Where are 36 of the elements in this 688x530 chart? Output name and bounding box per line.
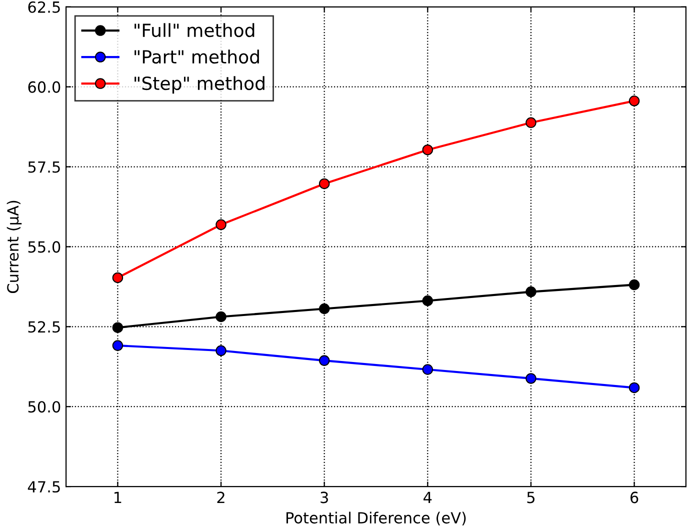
x-tick-label: 1: [114, 492, 122, 504]
point: [318, 178, 330, 190]
legend-label: "Part" method: [134, 50, 259, 64]
point: [112, 340, 124, 351]
x-axis-title: Potential Diference (eV): [286, 512, 466, 526]
point: [628, 279, 640, 290]
point: [216, 311, 226, 322]
point: [112, 322, 124, 333]
point: [112, 272, 124, 284]
point: [628, 96, 640, 106]
point: [526, 286, 536, 298]
legend-label: "Step" method: [134, 76, 264, 94]
x-tick-label: 2: [217, 492, 224, 504]
point: [526, 373, 536, 384]
x-tick-label: 3: [320, 492, 328, 504]
y-tick-label: 55.0: [28, 241, 60, 253]
x-tick-label: 5: [527, 492, 534, 504]
point: [216, 345, 226, 356]
legend-label: "Full" method: [134, 23, 254, 38]
y-tick-label: 50.0: [28, 401, 60, 413]
point: [526, 117, 536, 128]
point: [422, 295, 434, 306]
point: [318, 355, 330, 366]
point: [422, 364, 434, 375]
y-axis-title: Current (μA): [6, 200, 22, 294]
y-tick-label: 52.5: [28, 321, 60, 333]
point: [628, 382, 640, 394]
point: [216, 219, 226, 230]
x-tick-label: 6: [630, 492, 638, 504]
x-tick-label: 4: [424, 492, 432, 504]
point: [318, 303, 330, 314]
y-tick-label: 47.5: [28, 481, 60, 493]
y-tick-label: 60.0: [28, 81, 60, 93]
point: [422, 144, 434, 156]
y-tick-label: 62.5: [28, 1, 60, 13]
y-tick-label: 57.5: [28, 161, 60, 173]
